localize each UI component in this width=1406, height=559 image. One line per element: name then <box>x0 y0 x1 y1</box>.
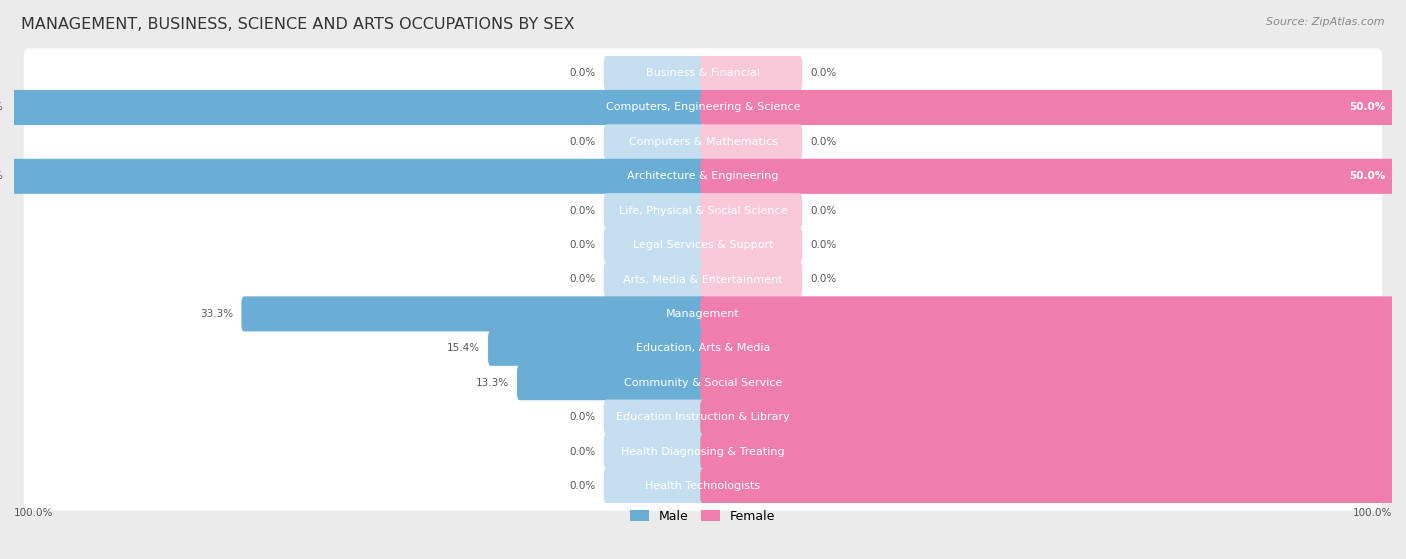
FancyBboxPatch shape <box>603 55 706 91</box>
FancyBboxPatch shape <box>24 151 1382 201</box>
Text: 0.0%: 0.0% <box>569 447 596 457</box>
Text: 100.0%: 100.0% <box>1353 508 1392 518</box>
FancyBboxPatch shape <box>700 365 1406 400</box>
Text: 0.0%: 0.0% <box>810 274 837 285</box>
Text: 0.0%: 0.0% <box>569 481 596 491</box>
Text: 0.0%: 0.0% <box>810 240 837 250</box>
FancyBboxPatch shape <box>603 468 706 504</box>
FancyBboxPatch shape <box>700 262 803 297</box>
FancyBboxPatch shape <box>700 434 1406 469</box>
FancyBboxPatch shape <box>24 392 1382 442</box>
Text: 0.0%: 0.0% <box>810 206 837 216</box>
FancyBboxPatch shape <box>24 117 1382 167</box>
FancyBboxPatch shape <box>24 461 1382 511</box>
Text: 50.0%: 50.0% <box>1348 171 1385 181</box>
Text: Arts, Media & Entertainment: Arts, Media & Entertainment <box>623 274 783 285</box>
Text: Health Technologists: Health Technologists <box>645 481 761 491</box>
Text: Life, Physical & Social Science: Life, Physical & Social Science <box>619 206 787 216</box>
FancyBboxPatch shape <box>700 468 1406 504</box>
Text: Architecture & Engineering: Architecture & Engineering <box>627 171 779 181</box>
Text: 100.0%: 100.0% <box>14 508 53 518</box>
Text: Management: Management <box>666 309 740 319</box>
FancyBboxPatch shape <box>24 255 1382 304</box>
FancyBboxPatch shape <box>24 186 1382 235</box>
Text: 50.0%: 50.0% <box>0 102 3 112</box>
FancyBboxPatch shape <box>603 400 706 435</box>
FancyBboxPatch shape <box>700 90 1395 125</box>
Text: Source: ZipAtlas.com: Source: ZipAtlas.com <box>1267 17 1385 27</box>
Text: 0.0%: 0.0% <box>569 274 596 285</box>
Text: 0.0%: 0.0% <box>810 68 837 78</box>
FancyBboxPatch shape <box>24 48 1382 98</box>
Text: 13.3%: 13.3% <box>475 378 509 388</box>
FancyBboxPatch shape <box>24 83 1382 132</box>
FancyBboxPatch shape <box>700 296 1406 331</box>
Text: Business & Financial: Business & Financial <box>645 68 761 78</box>
FancyBboxPatch shape <box>700 193 803 228</box>
FancyBboxPatch shape <box>488 331 706 366</box>
Text: Health Diagnosing & Treating: Health Diagnosing & Treating <box>621 447 785 457</box>
FancyBboxPatch shape <box>24 324 1382 373</box>
Text: 0.0%: 0.0% <box>569 137 596 147</box>
FancyBboxPatch shape <box>24 220 1382 270</box>
FancyBboxPatch shape <box>700 159 1395 194</box>
Text: 33.3%: 33.3% <box>200 309 233 319</box>
FancyBboxPatch shape <box>700 124 803 159</box>
Text: Community & Social Service: Community & Social Service <box>624 378 782 388</box>
FancyBboxPatch shape <box>700 228 803 263</box>
FancyBboxPatch shape <box>700 55 803 91</box>
FancyBboxPatch shape <box>700 400 1406 435</box>
FancyBboxPatch shape <box>603 228 706 263</box>
Text: 0.0%: 0.0% <box>569 412 596 422</box>
Text: Computers, Engineering & Science: Computers, Engineering & Science <box>606 102 800 112</box>
FancyBboxPatch shape <box>11 90 706 125</box>
FancyBboxPatch shape <box>11 159 706 194</box>
FancyBboxPatch shape <box>242 296 706 331</box>
FancyBboxPatch shape <box>24 427 1382 476</box>
FancyBboxPatch shape <box>700 331 1406 366</box>
FancyBboxPatch shape <box>603 193 706 228</box>
Text: 0.0%: 0.0% <box>569 206 596 216</box>
Text: Education Instruction & Library: Education Instruction & Library <box>616 412 790 422</box>
FancyBboxPatch shape <box>603 124 706 159</box>
FancyBboxPatch shape <box>24 289 1382 339</box>
Text: 0.0%: 0.0% <box>569 240 596 250</box>
FancyBboxPatch shape <box>24 358 1382 408</box>
Text: Education, Arts & Media: Education, Arts & Media <box>636 343 770 353</box>
Text: 0.0%: 0.0% <box>810 137 837 147</box>
Text: 15.4%: 15.4% <box>447 343 479 353</box>
Text: 0.0%: 0.0% <box>569 68 596 78</box>
Text: MANAGEMENT, BUSINESS, SCIENCE AND ARTS OCCUPATIONS BY SEX: MANAGEMENT, BUSINESS, SCIENCE AND ARTS O… <box>21 17 575 32</box>
Text: Computers & Mathematics: Computers & Mathematics <box>628 137 778 147</box>
Legend: Male, Female: Male, Female <box>626 505 780 528</box>
Text: 50.0%: 50.0% <box>1348 102 1385 112</box>
Text: Legal Services & Support: Legal Services & Support <box>633 240 773 250</box>
Text: 50.0%: 50.0% <box>0 171 3 181</box>
FancyBboxPatch shape <box>603 262 706 297</box>
FancyBboxPatch shape <box>517 365 706 400</box>
FancyBboxPatch shape <box>603 434 706 469</box>
